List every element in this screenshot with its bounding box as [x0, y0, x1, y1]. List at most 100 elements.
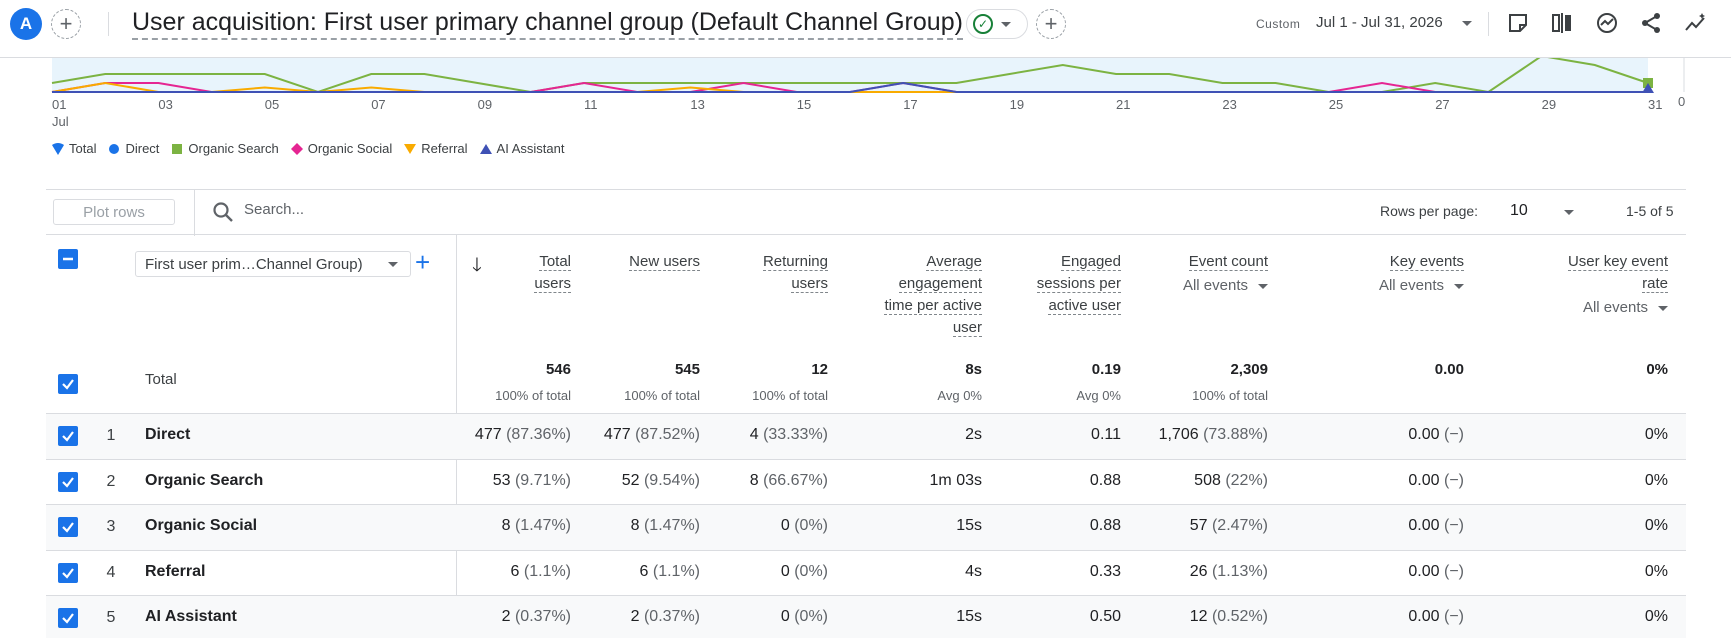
cell-value: 0%: [1644, 471, 1668, 489]
total-subtext: Avg 0%: [1076, 388, 1121, 403]
cell-value: 2: [501, 608, 511, 625]
total-subtext: 100% of total: [624, 388, 700, 403]
column-header[interactable]: Event count All events: [1118, 251, 1268, 297]
chevron-down-icon: [1001, 21, 1011, 27]
check-icon: [62, 431, 74, 442]
table-cell: 0%: [1488, 517, 1668, 535]
column-header[interactable]: User key event rate All events: [1488, 251, 1668, 319]
column-header-label: Engaged: [1060, 253, 1121, 271]
trend-sparkle-icon[interactable]: [1683, 10, 1709, 36]
table-cell: 4s: [842, 563, 982, 581]
legend-circle-icon: [108, 143, 120, 155]
legend-label: AI Assistant: [496, 141, 565, 156]
check-icon: [62, 613, 74, 624]
x-tick-label: 29: [1541, 97, 1557, 112]
rows-per-page-label: Rows per page:: [1380, 203, 1479, 219]
cell-value: 0.11: [1091, 426, 1121, 443]
column-header[interactable]: Returning users: [708, 251, 828, 295]
column-header-label: Key events: [1389, 253, 1464, 271]
event-filter-label: All events: [1582, 299, 1648, 316]
table-row[interactable]: 4 Referral 6 (1.1%) 6 (1.1%) 0 (0%) 4s 0.33 26 …: [46, 549, 1686, 596]
chevron-down-icon: [1258, 283, 1268, 289]
check-circle-icon: ✓: [973, 14, 993, 34]
share-icon[interactable]: [1638, 10, 1664, 36]
cell-value: 4: [749, 426, 759, 443]
report-header: A + User acquisition: First user primary…: [0, 0, 1731, 58]
check-icon: [62, 476, 74, 488]
row-checkbox[interactable]: [58, 562, 78, 583]
chevron-down-icon: [388, 262, 398, 267]
legend-item[interactable]: Organic Social: [290, 141, 393, 156]
column-header-label: rate: [1642, 275, 1668, 293]
legend-label: Organic Search: [188, 141, 279, 156]
dimension-select[interactable]: First user prim…Channel Group): [135, 251, 411, 277]
x-axis-month-label: Jul: [52, 114, 69, 129]
legend-item[interactable]: Organic Search: [171, 141, 279, 156]
divider: [1488, 12, 1489, 36]
event-filter-select[interactable]: All events: [1488, 297, 1668, 319]
event-filter-select[interactable]: All events: [1284, 275, 1464, 297]
search-input[interactable]: [244, 201, 644, 218]
table-cell: 477 (87.52%): [580, 426, 700, 444]
table-row[interactable]: 1 Direct 477 (87.36%) 477 (87.52%) 4 (33.33%…: [46, 413, 1686, 459]
total-row-checkbox[interactable]: [58, 374, 78, 394]
column-header-label: Total: [539, 253, 571, 271]
row-number: 5: [106, 609, 116, 626]
table-cell: 0%: [1488, 563, 1668, 581]
row-checkbox[interactable]: [58, 471, 78, 492]
add-dimension-button[interactable]: +: [415, 247, 431, 277]
select-all-checkbox[interactable]: [58, 249, 78, 269]
row-checkbox[interactable]: [58, 517, 78, 537]
cell-value: 8: [630, 517, 640, 534]
legend-label: Organic Social: [307, 141, 393, 156]
cell-value: 57: [1189, 517, 1208, 534]
total-value: 546: [545, 361, 571, 378]
indeterminate-icon: [63, 257, 73, 261]
legend-item[interactable]: Direct: [108, 141, 159, 156]
row-checkbox[interactable]: [58, 426, 78, 446]
table-row[interactable]: 5 AI Assistant 2 (0.37%) 2 (0.37%) 0 (0%) 15s…: [46, 595, 1686, 638]
column-header[interactable]: Total users: [451, 251, 571, 295]
add-filter-button[interactable]: +: [1036, 9, 1066, 39]
column-header[interactable]: Engaged sessions per active user: [991, 251, 1121, 317]
legend-label: Referral: [421, 141, 468, 156]
data-quality-button[interactable]: ✓: [966, 9, 1028, 39]
total-value: 12: [811, 361, 828, 378]
legend-item[interactable]: Referral: [404, 141, 468, 156]
date-range-picker[interactable]: Jul 1 - Jul 31, 2026: [1316, 14, 1443, 31]
column-header-label: Event count: [1188, 253, 1268, 271]
chevron-down-icon[interactable]: [1564, 210, 1574, 215]
row-checkbox[interactable]: [58, 608, 78, 628]
cell-value: 0%: [1644, 562, 1668, 580]
insights-icon[interactable]: [1594, 10, 1620, 36]
column-header[interactable]: New users: [580, 251, 700, 273]
column-header[interactable]: Average engagement time per active user: [842, 251, 982, 339]
table-row[interactable]: 2 Organic Search 53 (9.71%) 52 (9.54%) 8 (66…: [46, 458, 1686, 505]
add-comparison-button[interactable]: +: [51, 9, 81, 39]
customize-report-icon[interactable]: [1505, 10, 1531, 36]
table-row[interactable]: 3 Organic Social 8 (1.47%) 8 (1.47%) 0 (0%) 1…: [46, 504, 1686, 550]
series-line-ai-assistant: [52, 81, 1648, 93]
event-filter-select[interactable]: All events: [1118, 275, 1268, 297]
table-cell: 2 (0.37%): [580, 608, 700, 626]
plot-rows-button[interactable]: Plot rows: [53, 199, 175, 225]
legend-item[interactable]: AI Assistant: [479, 141, 565, 156]
compare-icon[interactable]: [1549, 10, 1575, 36]
chevron-down-icon[interactable]: [1462, 21, 1472, 26]
table-cell: 6 (1.1%): [580, 563, 700, 581]
sort-descending-icon[interactable]: 🡓: [472, 255, 482, 276]
column-header[interactable]: Key events All events: [1284, 251, 1464, 297]
column-header-label: active user: [1048, 297, 1121, 315]
legend-item[interactable]: Total: [52, 141, 96, 156]
check-icon: [62, 379, 74, 390]
rows-per-page-select[interactable]: 10: [1510, 202, 1528, 219]
cell-percent: (0%): [789, 517, 828, 534]
cell-percent: (−): [1439, 517, 1464, 534]
page-title[interactable]: User acquisition: First user primary cha…: [132, 6, 963, 40]
line-chart: 01 03 05 07 09 11 13 15 17 19 21 23 25 27 29 31 Jul 0: [0, 58, 1731, 158]
property-avatar[interactable]: A: [10, 8, 42, 40]
table-cell: 4 (33.33%): [708, 426, 828, 444]
table-cell: 26 (1.13%): [1118, 563, 1268, 581]
column-header-label: sessions per: [1036, 275, 1121, 293]
column-header-label: users: [791, 275, 828, 293]
